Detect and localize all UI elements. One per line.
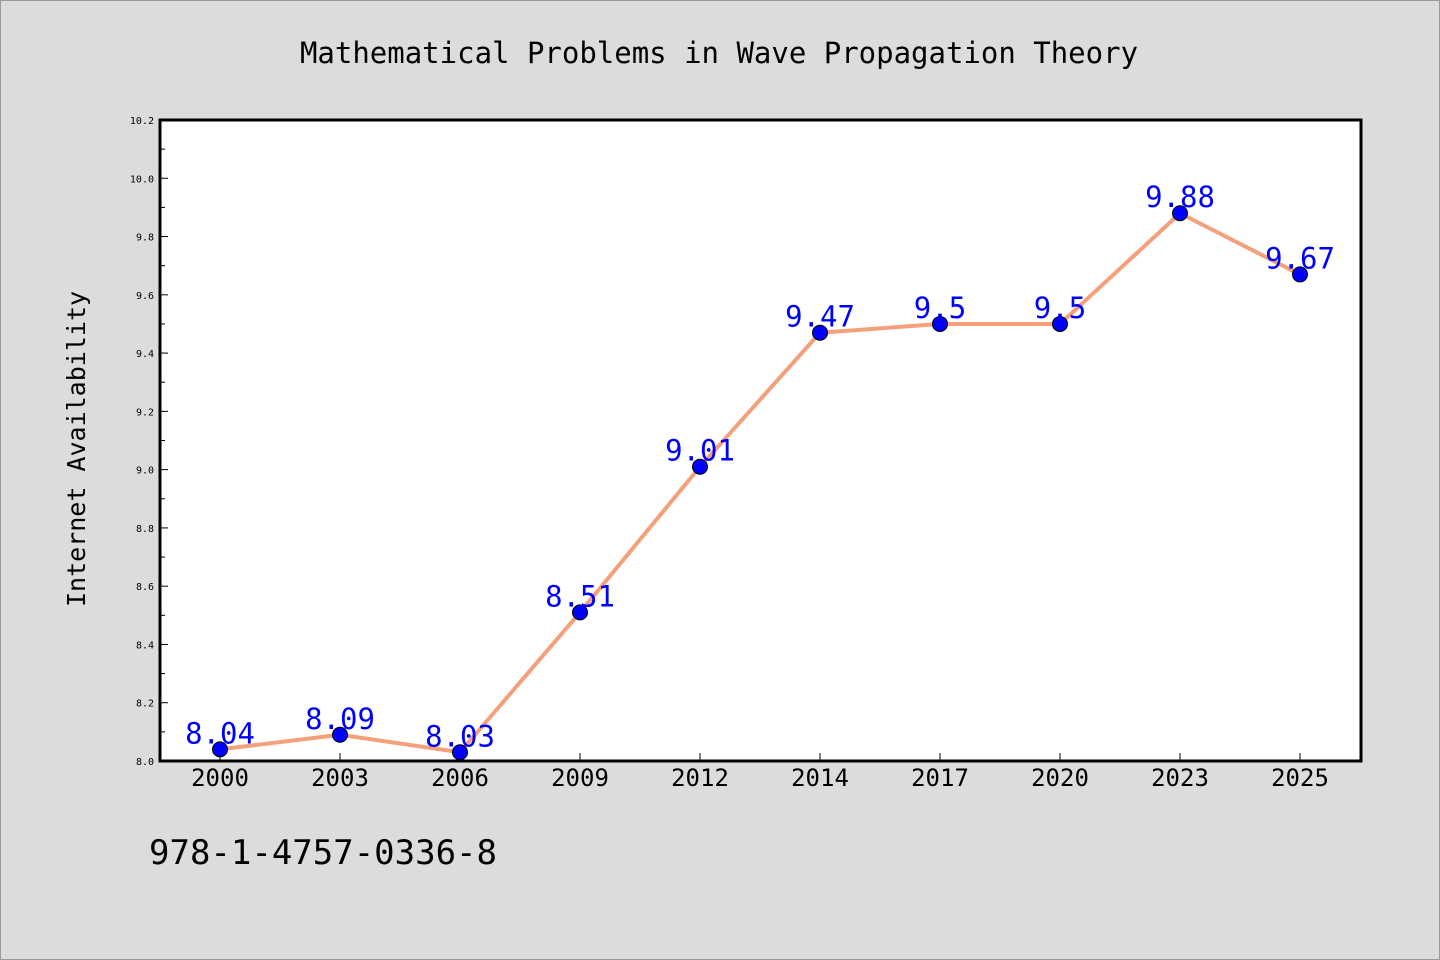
y-tick-label: 9.8 (136, 233, 154, 244)
chart-title: Mathematical Problems in Wave Propagatio… (300, 36, 1138, 70)
data-point (1292, 266, 1308, 283)
y-tick-label: 10.0 (130, 174, 154, 185)
data-point (572, 604, 588, 621)
data-label: 9.47 (785, 300, 855, 334)
x-tick-label: 2012 (671, 764, 729, 792)
data-label: 9.5 (1034, 291, 1086, 325)
y-tick-label: 10.2 (130, 116, 154, 127)
series-line (219, 211, 1301, 755)
x-tick-label: 2023 (1151, 764, 1209, 792)
x-tick-label: 2020 (1031, 764, 1089, 792)
data-label: 8.04 (185, 716, 255, 750)
y-tick-label: 9.6 (136, 291, 154, 302)
data-point (332, 726, 348, 743)
y-tick-label: 9.0 (136, 466, 154, 477)
y-tick-label: 9.2 (136, 407, 154, 418)
y-tick-label: 8.0 (136, 757, 154, 768)
x-tick-label: 2009 (551, 764, 609, 792)
data-point (1172, 205, 1188, 222)
y-tick-label: 8.2 (136, 699, 154, 710)
isbn-text: 978-1-4757-0336-8 (149, 833, 497, 873)
y-tick-label: 9.4 (136, 349, 154, 360)
data-label: 9.5 (914, 291, 966, 325)
data-label: 9.67 (1265, 241, 1335, 275)
marker-layer (212, 205, 1308, 761)
data-point (212, 741, 228, 758)
x-tick-label: 2003 (311, 764, 369, 792)
data-label-layer: 8.04 8.09 8.03 8.51 9.01 9.47 9.5 9.5 9.88 9.67 (185, 180, 1335, 753)
series-layer (219, 211, 1301, 755)
data-label: 9.88 (1145, 180, 1215, 214)
y-axis-label: Internet Availability (62, 291, 91, 607)
y-tick-label: 8.4 (136, 640, 154, 651)
plot-area (158, 118, 1363, 763)
data-label: 8.09 (305, 702, 375, 736)
x-tick-label: 2014 (791, 764, 849, 792)
x-axis: 2000 2003 2006 2009 2012 2014 2017 2020 2023 2025 (191, 753, 1329, 792)
data-label: 8.03 (425, 719, 495, 753)
data-point (452, 744, 468, 761)
x-tick-label: 2000 (191, 764, 249, 792)
data-point (692, 458, 708, 475)
data-label: 8.51 (545, 579, 615, 613)
x-tick-label: 2025 (1271, 764, 1329, 792)
x-tick-label: 2006 (431, 764, 489, 792)
data-label: 9.01 (665, 434, 735, 468)
data-point (812, 324, 828, 341)
data-point (1052, 315, 1068, 332)
data-point (932, 315, 948, 332)
y-axis: 8.0 8.2 8.4 8.6 8.8 9.0 9.2 9.4 9.6 9.8 10.0 10.2 (130, 116, 168, 768)
y-tick-label: 8.8 (136, 524, 154, 535)
x-tick-label: 2017 (911, 764, 969, 792)
y-tick-label: 8.6 (136, 582, 154, 593)
